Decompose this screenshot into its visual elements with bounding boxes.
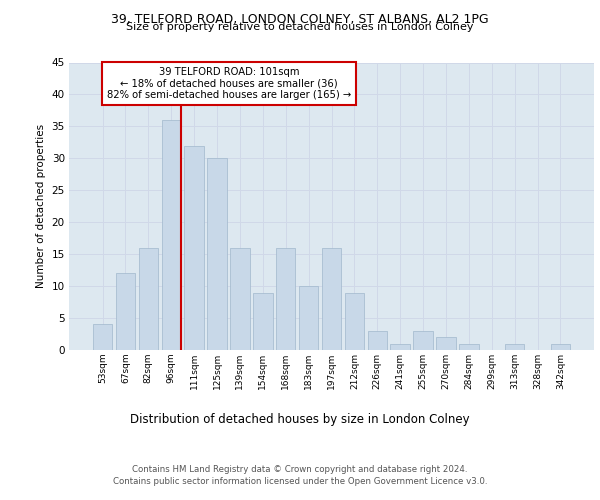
- Y-axis label: Number of detached properties: Number of detached properties: [36, 124, 46, 288]
- Bar: [161, 120, 181, 350]
- Bar: [299, 286, 319, 350]
- Bar: [230, 248, 250, 350]
- Bar: [93, 324, 112, 350]
- Bar: [276, 248, 295, 350]
- Text: 39 TELFORD ROAD: 101sqm
← 18% of detached houses are smaller (36)
82% of semi-de: 39 TELFORD ROAD: 101sqm ← 18% of detache…: [107, 67, 351, 100]
- Bar: [505, 344, 524, 350]
- Bar: [184, 146, 204, 350]
- Bar: [139, 248, 158, 350]
- Text: Contains public sector information licensed under the Open Government Licence v3: Contains public sector information licen…: [113, 478, 487, 486]
- Bar: [253, 292, 272, 350]
- Bar: [436, 337, 455, 350]
- Bar: [208, 158, 227, 350]
- Bar: [368, 331, 387, 350]
- Text: 39, TELFORD ROAD, LONDON COLNEY, ST ALBANS, AL2 1PG: 39, TELFORD ROAD, LONDON COLNEY, ST ALBA…: [111, 12, 489, 26]
- Bar: [344, 292, 364, 350]
- Bar: [391, 344, 410, 350]
- Bar: [116, 274, 135, 350]
- Bar: [551, 344, 570, 350]
- Bar: [322, 248, 341, 350]
- Bar: [459, 344, 479, 350]
- Text: Size of property relative to detached houses in London Colney: Size of property relative to detached ho…: [126, 22, 474, 32]
- Bar: [413, 331, 433, 350]
- Text: Contains HM Land Registry data © Crown copyright and database right 2024.: Contains HM Land Registry data © Crown c…: [132, 465, 468, 474]
- Text: Distribution of detached houses by size in London Colney: Distribution of detached houses by size …: [130, 412, 470, 426]
